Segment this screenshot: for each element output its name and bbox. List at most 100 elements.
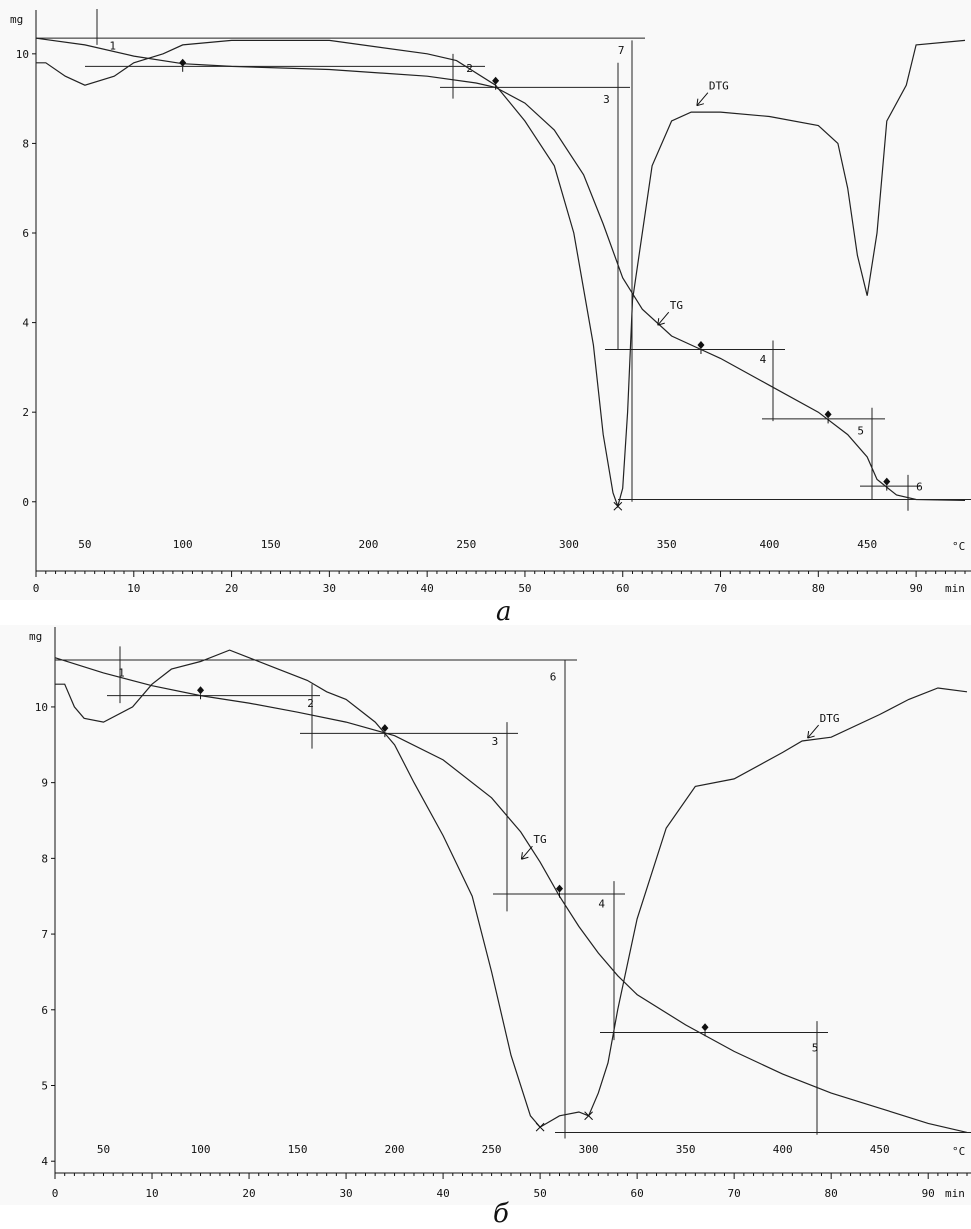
dtg-minimum-mark bbox=[584, 1111, 593, 1121]
x-tick-label: 90 bbox=[922, 1187, 935, 1200]
temp-unit-label: °C bbox=[952, 1145, 965, 1158]
tg-curve bbox=[35, 37, 966, 501]
tg-arrow bbox=[657, 311, 670, 326]
y-tick-label: 8 bbox=[22, 137, 29, 150]
x-tick-label: 20 bbox=[242, 1187, 255, 1200]
temp-tick-label: 400 bbox=[773, 1143, 793, 1156]
step-number-label: 6 bbox=[916, 481, 923, 494]
x-tick-label: 60 bbox=[631, 1187, 644, 1200]
step-marker bbox=[381, 724, 389, 733]
y-tick-label: 10 bbox=[16, 48, 29, 61]
temp-tick-label: 50 bbox=[97, 1143, 110, 1156]
x-tick-label: 10 bbox=[127, 582, 140, 595]
caption-b: б bbox=[493, 1199, 509, 1229]
temp-tick-label: 300 bbox=[559, 538, 579, 551]
step-marker bbox=[697, 340, 705, 349]
y-tick-label: 0 bbox=[22, 496, 29, 509]
x-tick-label: 80 bbox=[825, 1187, 838, 1200]
x-tick-label: 10 bbox=[145, 1187, 158, 1200]
x-tick-label: 40 bbox=[436, 1187, 449, 1200]
temp-tick-label: 350 bbox=[657, 538, 677, 551]
dtg-arrowhead bbox=[696, 98, 704, 107]
x-tick-label: 70 bbox=[714, 582, 727, 595]
dtg-curve bbox=[36, 39, 966, 509]
tg-arrowhead bbox=[520, 852, 529, 860]
step-number-label: 1 bbox=[109, 39, 116, 52]
x-unit-label: min bbox=[945, 582, 965, 595]
y-tick-label: 5 bbox=[41, 1080, 48, 1093]
temp-tick-label: 100 bbox=[173, 538, 193, 551]
y-unit-label: mg bbox=[10, 13, 23, 26]
temp-tick-label: 450 bbox=[870, 1143, 890, 1156]
x-tick-label: 80 bbox=[812, 582, 825, 595]
dtg-curve bbox=[55, 649, 968, 1128]
x-tick-label: 0 bbox=[52, 1187, 59, 1200]
temp-tick-label: 300 bbox=[579, 1143, 599, 1156]
dtg-minimum-mark bbox=[613, 501, 623, 511]
x-tick-label: 50 bbox=[518, 582, 531, 595]
x-tick-label: 30 bbox=[323, 582, 336, 595]
caption-a: а bbox=[496, 597, 512, 627]
temp-tick-label: 150 bbox=[261, 538, 281, 551]
x-tick-label: 40 bbox=[421, 582, 434, 595]
y-unit-label: mg bbox=[29, 630, 42, 643]
step-number-label: 2 bbox=[466, 62, 473, 75]
step-marker bbox=[556, 884, 564, 893]
y-tick-label: 10 bbox=[35, 701, 48, 714]
step-marker bbox=[197, 686, 205, 695]
y-tick-label: 4 bbox=[41, 1155, 48, 1168]
y-tick-label: 6 bbox=[41, 1004, 48, 1017]
step-number-label: 2 bbox=[307, 697, 314, 710]
tg-label: TG bbox=[533, 833, 546, 846]
dtg-arrow bbox=[807, 724, 819, 739]
temp-unit-label: °C bbox=[952, 540, 965, 553]
tg-arrowhead bbox=[657, 318, 665, 326]
tg-curve bbox=[54, 657, 968, 1133]
tg-label: TG bbox=[670, 299, 683, 312]
step-number-label: 5 bbox=[812, 1041, 819, 1054]
step-marker bbox=[179, 58, 187, 67]
dtg-minimum-mark bbox=[535, 1122, 545, 1132]
dtg-arrow bbox=[696, 92, 709, 106]
step-marker bbox=[883, 477, 891, 486]
temp-tick-label: 250 bbox=[482, 1143, 502, 1156]
step-number-label: 3 bbox=[603, 93, 610, 106]
temp-tick-label: 350 bbox=[676, 1143, 696, 1156]
y-tick-label: 9 bbox=[41, 777, 48, 790]
temp-tick-label: 50 bbox=[78, 538, 91, 551]
x-tick-label: 20 bbox=[225, 582, 238, 595]
temp-tick-label: 450 bbox=[857, 538, 877, 551]
x-unit-label: min bbox=[945, 1187, 965, 1200]
tg-arrow bbox=[521, 845, 533, 860]
y-tick-label: 8 bbox=[41, 852, 48, 865]
y-tick-label: 4 bbox=[22, 317, 29, 330]
temp-tick-label: 200 bbox=[359, 538, 379, 551]
step-number-label: 5 bbox=[857, 425, 864, 438]
x-tick-label: 60 bbox=[616, 582, 629, 595]
chart-panel-a: mg min °C 0 2 4 6 8 10 0 10 20 30 40 50 60 70 80 90 50 100 15… bbox=[0, 0, 971, 600]
x-tick-label: 30 bbox=[339, 1187, 352, 1200]
y-tick-label: 7 bbox=[41, 928, 48, 941]
step-number-label: 7 bbox=[618, 44, 625, 57]
x-tick-label: 70 bbox=[728, 1187, 741, 1200]
dtg-label: DTG bbox=[709, 80, 729, 93]
temp-tick-label: 250 bbox=[456, 538, 476, 551]
y-tick-label: 6 bbox=[22, 227, 29, 240]
step-marker bbox=[701, 1023, 709, 1032]
temp-tick-label: 400 bbox=[759, 538, 779, 551]
step-number-label: 1 bbox=[118, 667, 125, 680]
chart-panel-b: mg min °C 4 5 6 7 8 9 10 0 10 20 30 40 50 60 70 80 90 50 100 1… bbox=[0, 625, 971, 1205]
x-tick-label: 0 bbox=[33, 582, 40, 595]
x-tick-label: 90 bbox=[909, 582, 922, 595]
step-number-label: 6 bbox=[550, 670, 557, 683]
x-tick-label: 50 bbox=[533, 1187, 546, 1200]
temp-tick-label: 100 bbox=[191, 1143, 211, 1156]
step-number-label: 4 bbox=[760, 353, 767, 366]
y-tick-label: 2 bbox=[22, 406, 29, 419]
temp-tick-label: 150 bbox=[288, 1143, 308, 1156]
temp-tick-label: 200 bbox=[385, 1143, 405, 1156]
dtg-label: DTG bbox=[820, 712, 840, 725]
step-marker bbox=[824, 410, 832, 419]
